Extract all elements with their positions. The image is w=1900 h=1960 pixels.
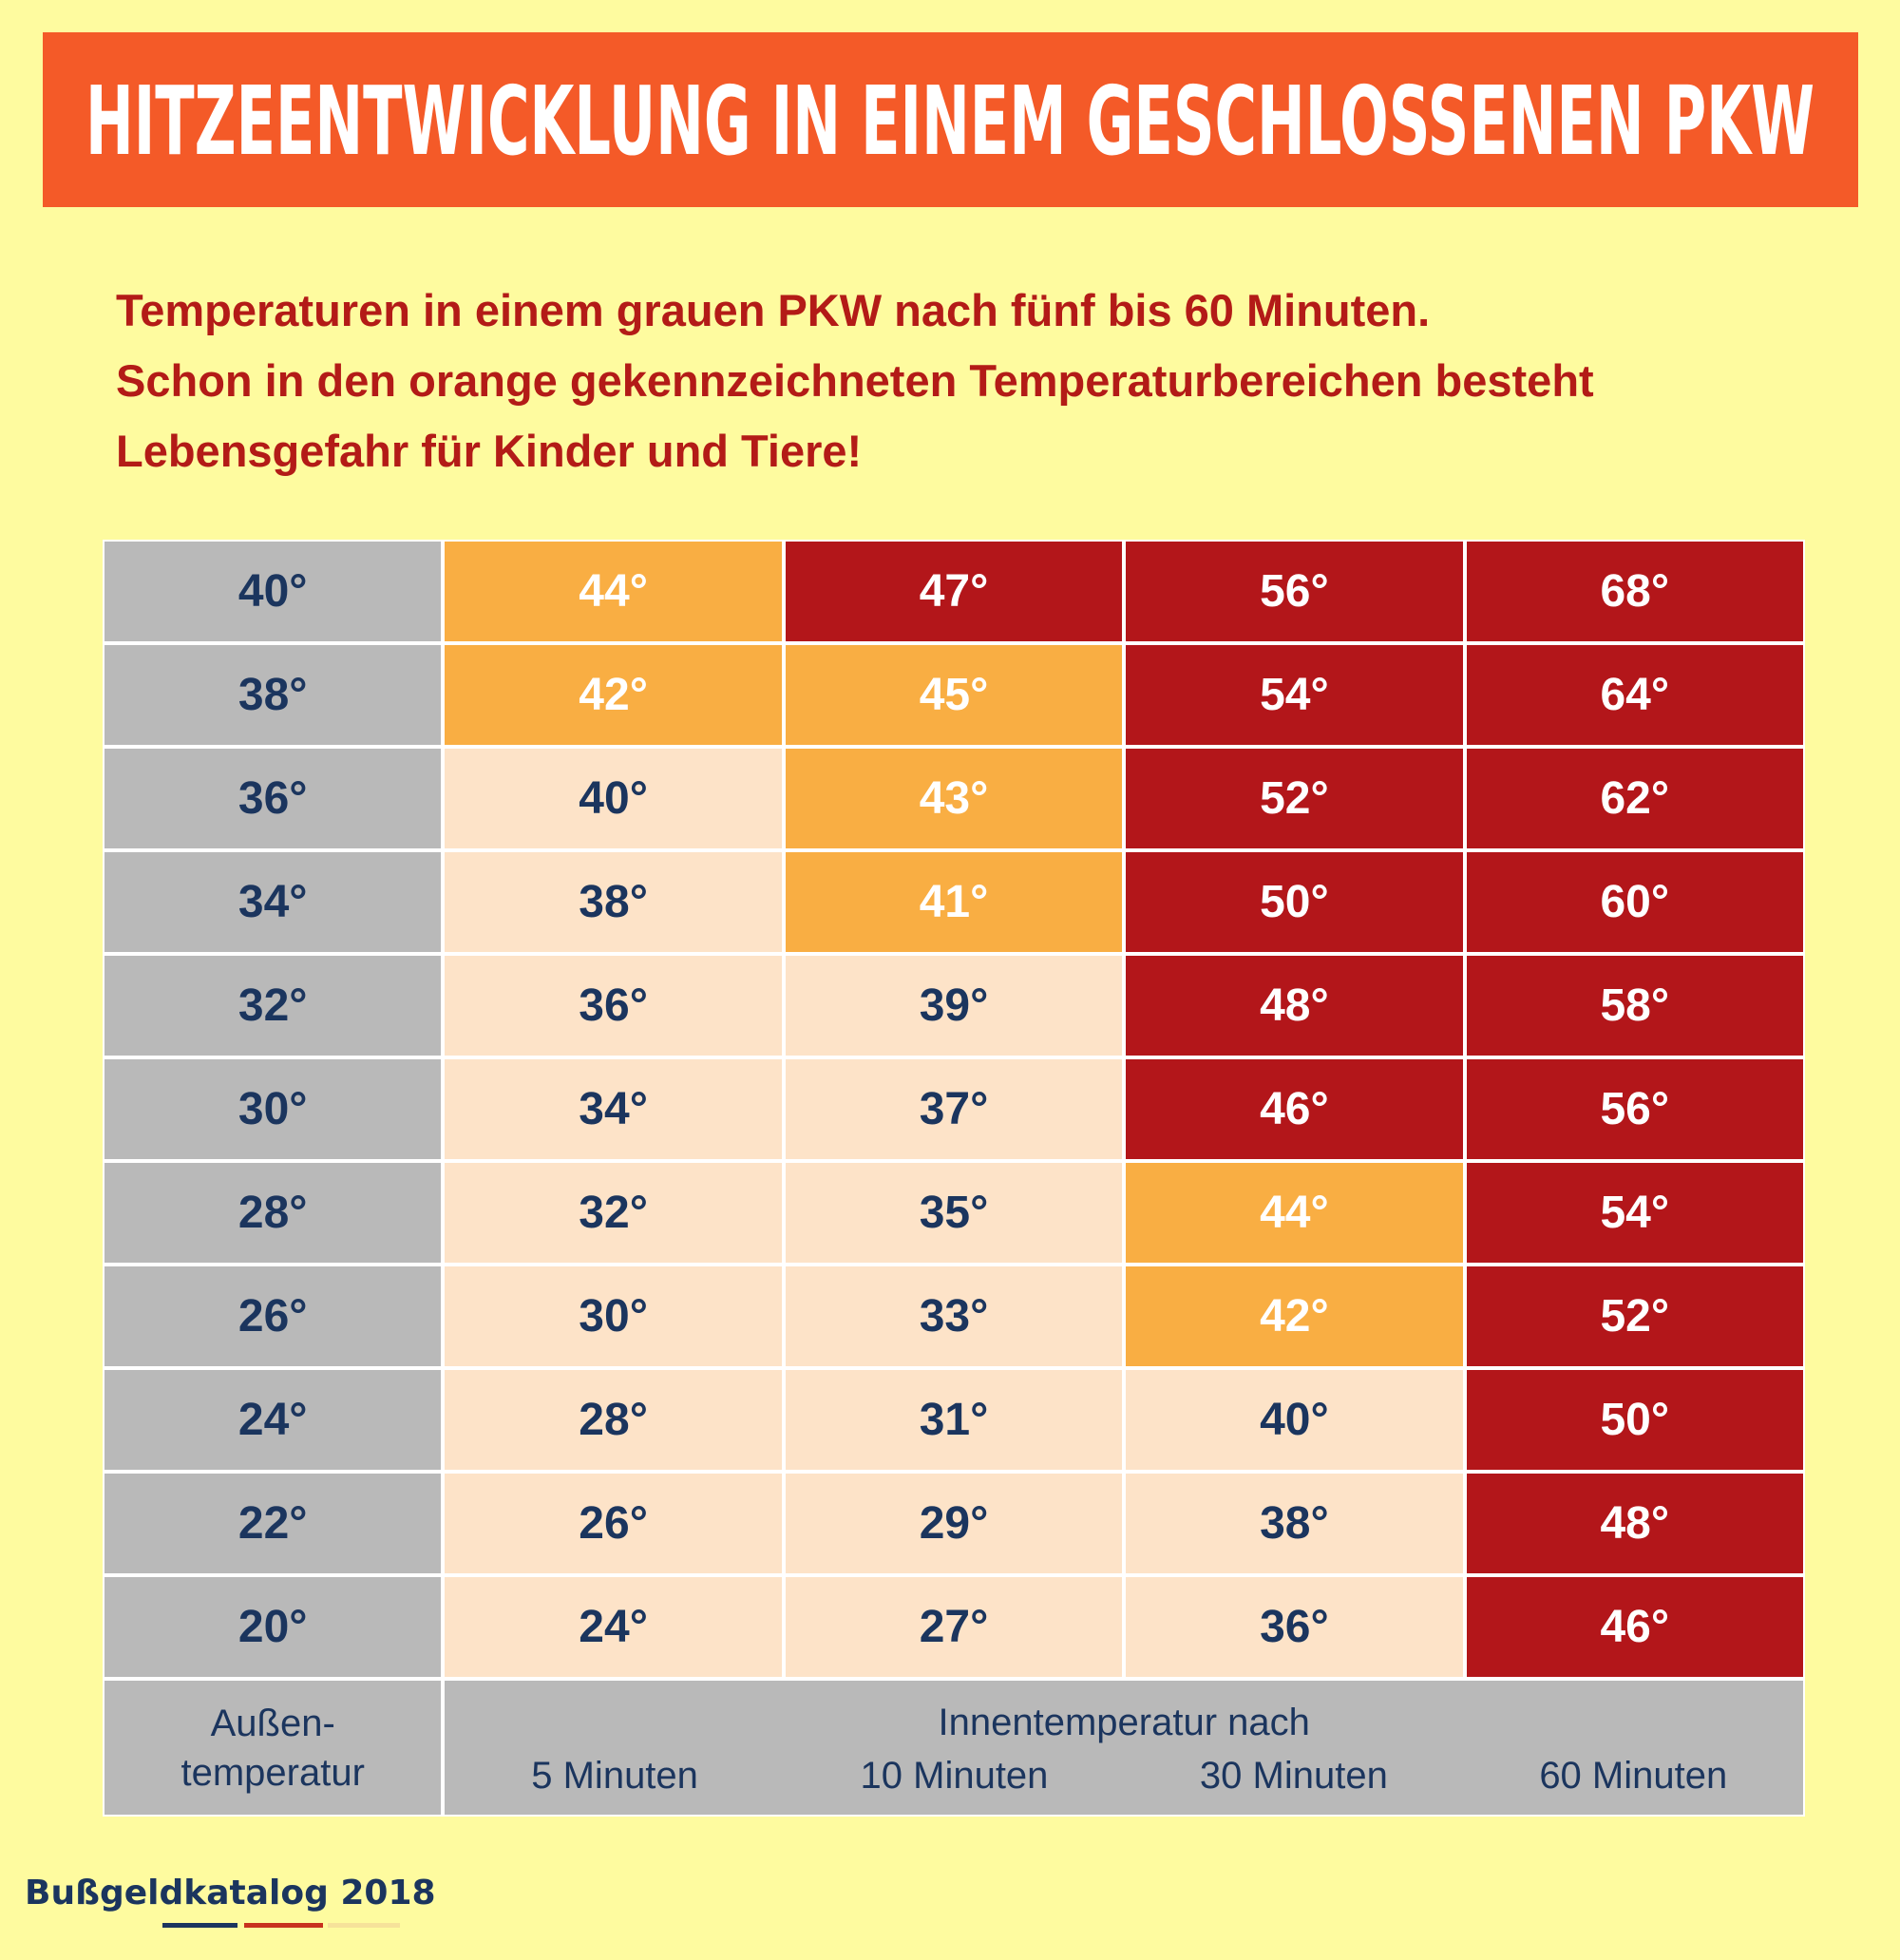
inside-temperature: 30° [445,1266,782,1366]
inside-temperature: 56° [1126,542,1463,641]
inside-temperature: 60° [1466,852,1803,952]
inside-temperature: 36° [1126,1577,1463,1677]
inside-temperature: 48° [1126,956,1463,1056]
inside-temperature: 64° [1466,645,1803,745]
subtitle: Temperaturen in einem grauen PKW nach fü… [116,276,1594,486]
outside-temperature: 36° [104,749,442,848]
outside-temperature: 40° [104,542,442,641]
inside-temperature: 41° [785,852,1123,952]
inside-temperature: 42° [445,645,782,745]
inside-temperature: 40° [445,749,782,848]
column-headers: 5 Minuten 10 Minuten 30 Minuten 60 Minut… [445,1755,1803,1798]
inside-temperature: 52° [1126,749,1463,848]
column-header: 5 Minuten [531,1755,698,1797]
outside-temperature: 22° [104,1474,442,1573]
inside-temperature: 48° [1466,1474,1803,1573]
outside-temperature: 26° [104,1266,442,1366]
inside-header: Innentemperatur nach 5 Minuten 10 Minute… [445,1681,1803,1815]
title: HITZEENTWICKLUNG IN EINEM GESCHLOSSENEN … [86,66,1814,177]
inside-temperature: 58° [1466,956,1803,1056]
inside-temperature: 62° [1466,749,1803,848]
inside-temperature: 31° [785,1370,1123,1470]
inside-temperature: 33° [785,1266,1123,1366]
stripe [162,1923,238,1928]
column-header: 60 Minuten [1539,1755,1728,1797]
inside-temperature: 50° [1466,1370,1803,1470]
inside-temperature: 68° [1466,542,1803,641]
inside-title: Innentemperatur nach [938,1702,1310,1743]
inside-temperature: 54° [1126,645,1463,745]
temperature-table: 40° 44° 47° 56° 68° 38° 42° 45° 54° 64° 36° 40° 43° 5… [103,540,1805,1817]
inside-temperature: 38° [1126,1474,1463,1573]
inside-temperature: 35° [785,1163,1123,1263]
inside-temperature: 36° [445,956,782,1056]
title-bar: HITZEENTWICKLUNG IN EINEM GESCHLOSSENEN … [43,32,1858,207]
outside-header: Außen- temperatur [104,1681,442,1815]
inside-temperature: 42° [1126,1266,1463,1366]
inside-temperature: 46° [1466,1577,1803,1677]
subtitle-line: Temperaturen in einem grauen PKW nach fü… [116,285,1431,335]
source: Bußgeldkatalog 2018 [25,1874,436,1912]
outside-temperature: 28° [104,1163,442,1263]
inside-temperature: 28° [445,1370,782,1470]
subtitle-line: Lebensgefahr für Kinder und Tiere! [116,426,863,476]
header-line: temperatur [180,1751,365,1794]
inside-temperature: 44° [445,542,782,641]
inside-temperature: 37° [785,1059,1123,1159]
outside-temperature: 32° [104,956,442,1056]
inside-temperature: 34° [445,1059,782,1159]
outside-temperature: 38° [104,645,442,745]
inside-temperature: 44° [1126,1163,1463,1263]
subtitle-line: Schon in den orange gekennzeichneten Tem… [116,355,1594,406]
inside-temperature: 27° [785,1577,1123,1677]
inside-temperature: 52° [1466,1266,1803,1366]
inside-temperature: 45° [785,645,1123,745]
inside-temperature: 56° [1466,1059,1803,1159]
stripe [244,1923,323,1928]
inside-temperature: 50° [1126,852,1463,952]
inside-temperature: 54° [1466,1163,1803,1263]
inside-temperature: 26° [445,1474,782,1573]
outside-temperature: 34° [104,852,442,952]
outside-temperature: 24° [104,1370,442,1470]
column-header: 10 Minuten [860,1755,1049,1797]
outside-temperature: 30° [104,1059,442,1159]
header-line: Außen- [210,1702,335,1744]
column-header: 30 Minuten [1199,1755,1388,1797]
inside-temperature: 24° [445,1577,782,1677]
inside-temperature: 43° [785,749,1123,848]
inside-temperature: 40° [1126,1370,1463,1470]
inside-temperature: 47° [785,542,1123,641]
stripe [328,1923,400,1928]
inside-temperature: 39° [785,956,1123,1056]
inside-temperature: 32° [445,1163,782,1263]
inside-temperature: 29° [785,1474,1123,1573]
inside-temperature: 46° [1126,1059,1463,1159]
outside-temperature: 20° [104,1577,442,1677]
inside-temperature: 38° [445,852,782,952]
